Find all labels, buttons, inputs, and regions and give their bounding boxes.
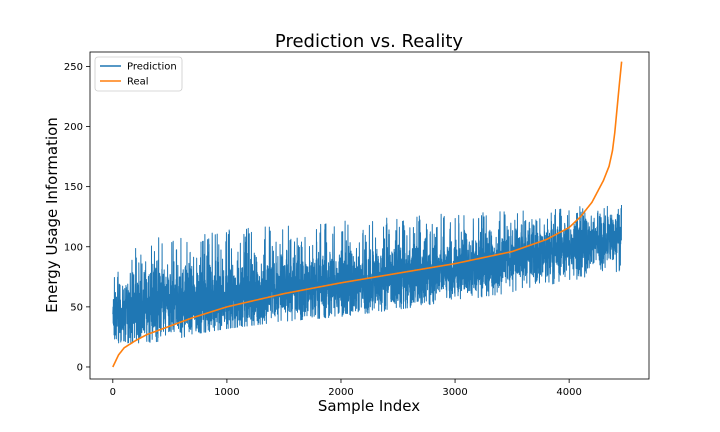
- x-axis: 0 1000 2000 3000 4000: [110, 379, 582, 398]
- y-tick-label: 50: [70, 302, 83, 313]
- series-line-prediction: [112, 204, 623, 344]
- plot-area: [112, 61, 623, 368]
- x-tick-label: 4000: [556, 387, 581, 398]
- y-tick-label: 150: [64, 182, 83, 193]
- x-tick-label: 2000: [328, 387, 353, 398]
- plot-frame: [89, 51, 650, 380]
- series-line-real: [112, 61, 623, 368]
- x-tick-label: 1000: [214, 387, 239, 398]
- x-axis-label: Sample Index: [318, 397, 420, 415]
- legend-label-real: Real: [127, 77, 149, 88]
- y-axis: 0 50 100 150 200 250: [64, 62, 90, 373]
- y-axis-label: Energy Usage Information: [43, 117, 61, 313]
- x-tick-label: 0: [110, 387, 116, 398]
- legend-label-prediction: Prediction: [127, 62, 177, 73]
- x-tick-label: 3000: [442, 387, 467, 398]
- y-tick-label: 100: [64, 242, 83, 253]
- legend: Prediction Real: [94, 56, 183, 92]
- y-tick-label: 0: [77, 362, 83, 373]
- y-tick-label: 200: [64, 122, 83, 133]
- chart-title: Prediction vs. Reality: [275, 31, 463, 52]
- y-tick-label: 250: [64, 62, 83, 73]
